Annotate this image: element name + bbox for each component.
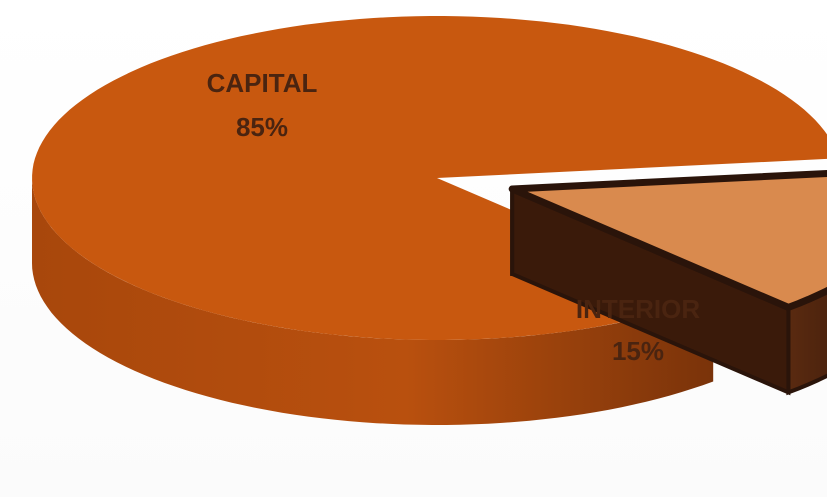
slice-label-capital: CAPITAL	[207, 68, 318, 98]
slice-top-capital	[32, 16, 827, 340]
slices-layer	[32, 16, 827, 425]
slice-label-interior: INTERIOR	[576, 294, 700, 324]
slice-value-interior: 15%	[612, 336, 664, 366]
slice-value-capital: 85%	[236, 112, 288, 142]
slice-top-interior	[508, 169, 827, 311]
labels-layer: CAPITAL 85% INTERIOR 15%	[207, 68, 701, 366]
slice-side-capital	[32, 178, 714, 425]
